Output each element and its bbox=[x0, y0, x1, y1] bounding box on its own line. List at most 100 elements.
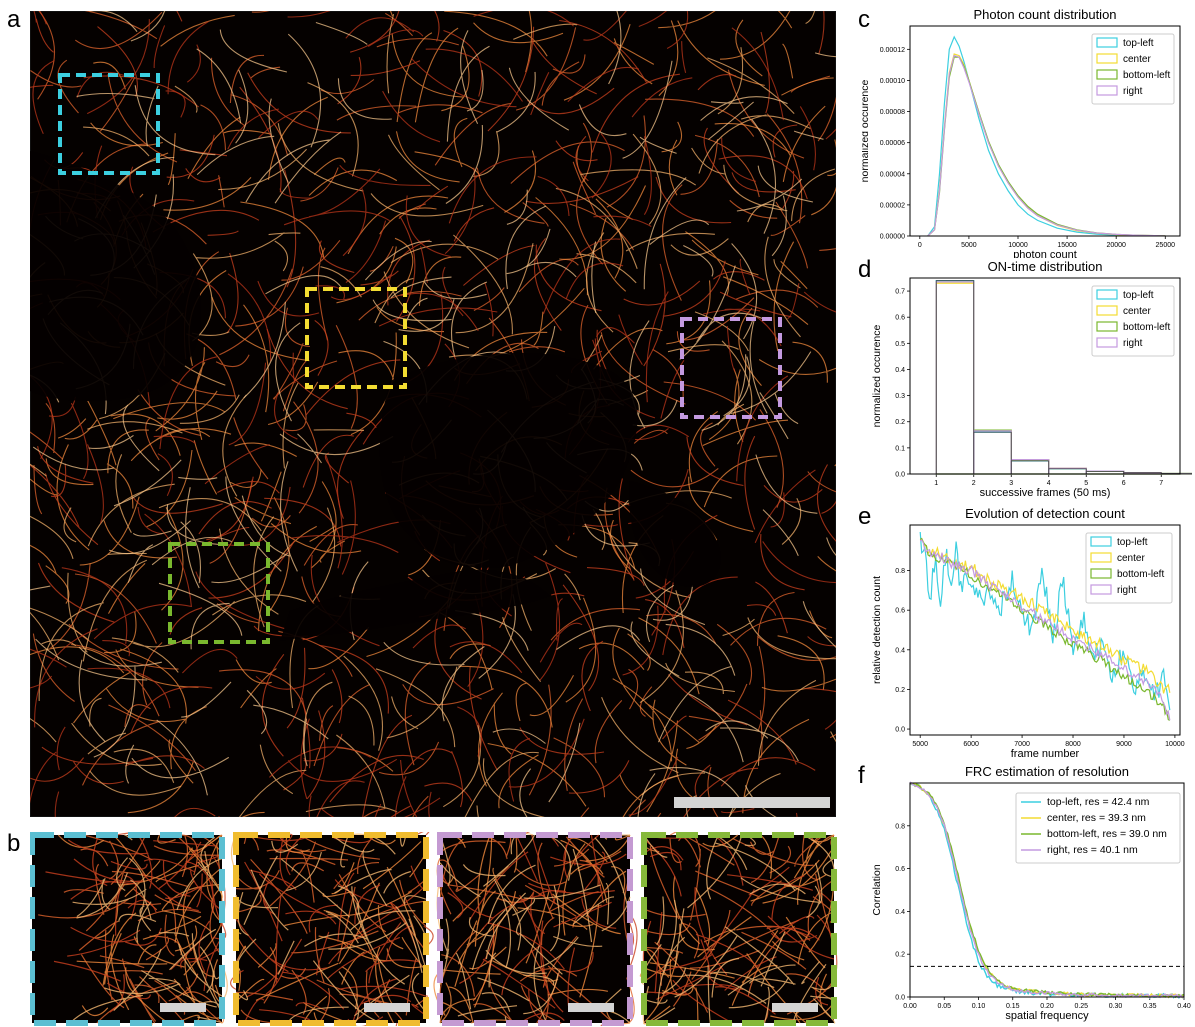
y-tick-label: 0.2 bbox=[895, 687, 905, 694]
series-line bbox=[927, 54, 1166, 237]
legend-swatch bbox=[1090, 552, 1112, 563]
bar-outline bbox=[935, 280, 975, 475]
x-tick-label: 0.00 bbox=[903, 1003, 917, 1010]
legend-swatch bbox=[1096, 85, 1118, 96]
empty-region-1 bbox=[379, 352, 638, 568]
x-tick-label: 6 bbox=[1122, 480, 1126, 487]
zoom-insets bbox=[30, 832, 838, 1026]
inset-filaments-2 bbox=[45, 832, 227, 1013]
inset-center bbox=[229, 832, 434, 1026]
bar bbox=[935, 282, 975, 475]
bar bbox=[973, 431, 1012, 475]
bar bbox=[935, 281, 975, 475]
bar bbox=[1010, 459, 1050, 475]
photon-count-chart: Photon count distribution 0 5000 10000 15000… bbox=[862, 8, 1181, 258]
bar-outline bbox=[1048, 468, 1087, 475]
series-line bbox=[927, 35, 1166, 237]
panel-letter-e: e bbox=[858, 503, 872, 530]
x-tick-label: 9000 bbox=[1116, 741, 1132, 748]
inset-filaments-3 bbox=[640, 834, 836, 1025]
roi-box-top-left bbox=[58, 73, 160, 175]
plot-area bbox=[927, 35, 1166, 237]
inset-scale-bar bbox=[568, 1003, 614, 1012]
plot-area bbox=[909, 781, 1185, 1000]
x-tick-label: 10000 bbox=[1008, 242, 1028, 249]
legend-swatch bbox=[1096, 69, 1118, 80]
chart-title: FRC estimation of resolution bbox=[965, 764, 1129, 779]
x-tick-label: 10000 bbox=[1165, 741, 1185, 748]
legend-label: right bbox=[1123, 86, 1143, 97]
legend-label: bottom-left bbox=[1123, 70, 1170, 81]
legend-swatch bbox=[1096, 337, 1118, 348]
legend-label: top-left bbox=[1123, 38, 1154, 49]
series-line bbox=[919, 531, 1171, 711]
x-tick-label: 5 bbox=[1084, 480, 1088, 487]
inset-filaments-0 bbox=[235, 832, 428, 1024]
y-tick-label: 0.2 bbox=[895, 419, 905, 426]
y-tick-label: 0.3 bbox=[895, 393, 905, 400]
x-tick-label: 0.20 bbox=[1040, 1003, 1054, 1010]
y-tick-label: 0.4 bbox=[895, 909, 905, 916]
y-tick-label: 0.00008 bbox=[880, 109, 905, 116]
y-tick-label: 0.00010 bbox=[880, 78, 905, 85]
roi-box-center bbox=[305, 287, 407, 389]
axes-frame bbox=[909, 277, 1181, 475]
x-tick-label: 1 bbox=[934, 480, 938, 487]
panel-letter-a: a bbox=[7, 6, 21, 33]
chart-title: Photon count distribution bbox=[973, 8, 1116, 22]
legend-label: bottom-left bbox=[1117, 569, 1164, 580]
y-tick-label: 0.6 bbox=[895, 866, 905, 873]
legend: top-left center bottom-left right bbox=[1085, 532, 1173, 604]
inset-right bbox=[433, 832, 638, 1026]
x-axis-label: photon count bbox=[1013, 249, 1077, 258]
bar bbox=[1010, 460, 1050, 475]
y-tick-label: 0.4 bbox=[895, 647, 905, 654]
y-tick-label: 0.0 bbox=[895, 995, 905, 1002]
empty-regions bbox=[30, 151, 721, 641]
x-axis-label: frame number bbox=[1011, 748, 1080, 760]
inset-scale-bar bbox=[364, 1003, 410, 1012]
plot-area bbox=[919, 531, 1171, 721]
x-tick-label: 2 bbox=[972, 480, 976, 487]
inset-scale-bar bbox=[772, 1003, 818, 1012]
y-tick-label: 0.0 bbox=[895, 472, 905, 479]
inset-frame bbox=[233, 832, 429, 1026]
legend-label: top-left bbox=[1123, 290, 1154, 301]
x-tick-label: 15000 bbox=[1057, 242, 1077, 249]
y-axis-label: normalized occurence bbox=[862, 79, 871, 182]
bar-outline bbox=[973, 431, 1012, 475]
x-tick-label: 0 bbox=[918, 242, 922, 249]
legend-label: center bbox=[1123, 54, 1151, 65]
panel-letter-f: f bbox=[858, 762, 865, 789]
inset-bottom-left bbox=[639, 832, 838, 1026]
y-axis-label: Correlation bbox=[871, 864, 883, 916]
y-tick-label: 0.6 bbox=[895, 608, 905, 615]
x-tick-label: 0.35 bbox=[1143, 1003, 1157, 1010]
inset-filaments-2 bbox=[439, 832, 638, 1026]
legend-label: bottom-left bbox=[1123, 322, 1170, 333]
y-tick-label: 0.2 bbox=[895, 952, 905, 959]
x-tick-label: 5000 bbox=[961, 242, 977, 249]
y-tick-label: 0.8 bbox=[895, 568, 905, 575]
x-tick-label: 0.25 bbox=[1074, 1003, 1088, 1010]
series-line bbox=[909, 781, 1185, 999]
bar bbox=[1048, 468, 1087, 475]
on-time-chart: ON-time distribution 1 2 3 4 5 6 7 0.0 0.1 0.2 0.3 0… bbox=[871, 259, 1192, 499]
y-tick-label: 0.00004 bbox=[880, 171, 905, 178]
axes-frame bbox=[909, 524, 1181, 736]
x-tick-label: 7 bbox=[1159, 480, 1163, 487]
y-tick-label: 0.7 bbox=[895, 289, 905, 296]
series-line bbox=[919, 537, 1171, 694]
empty-region-0 bbox=[30, 151, 201, 401]
legend-label: right, res = 40.1 nm bbox=[1047, 844, 1138, 856]
legend-label: right bbox=[1123, 338, 1143, 349]
y-axis-label: normalized occurence bbox=[871, 324, 883, 427]
legend-label: center bbox=[1123, 306, 1151, 317]
y-tick-label: 0.0 bbox=[895, 727, 905, 734]
legend: top-left center bottom-left right bbox=[1091, 285, 1175, 357]
x-tick-label: 7000 bbox=[1014, 741, 1030, 748]
inset-frame bbox=[30, 832, 225, 1026]
x-tick-label: 4 bbox=[1047, 480, 1051, 487]
y-tick-label: 0.6 bbox=[895, 315, 905, 322]
x-tick-label: 0.10 bbox=[972, 1003, 986, 1010]
